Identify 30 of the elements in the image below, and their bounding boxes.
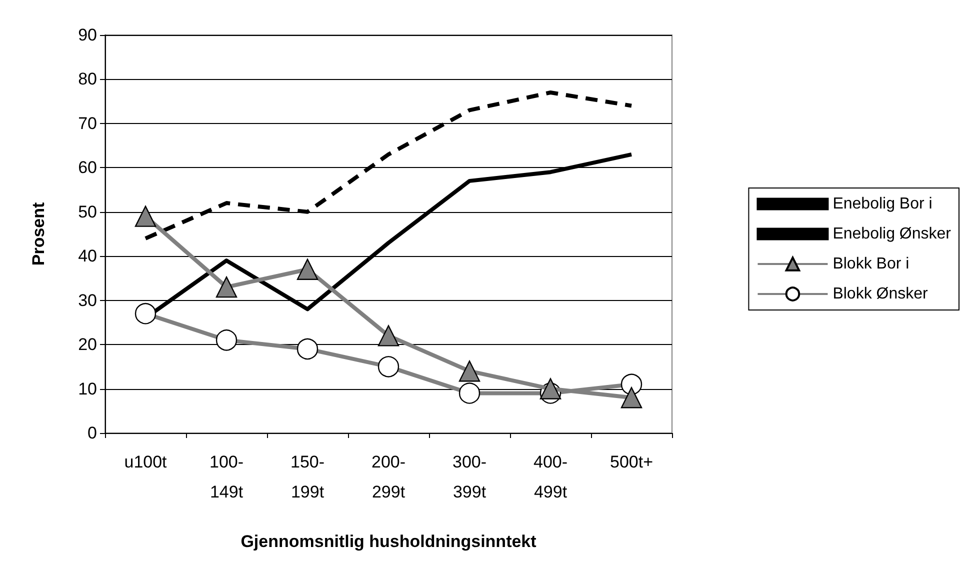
y-tick-label: 10: [78, 379, 97, 398]
legend-label: Blokk Ønsker: [832, 286, 929, 302]
y-axis-title: Prosent: [29, 202, 48, 266]
point: [620, 387, 642, 408]
x-tick-label: u100t: [124, 452, 168, 472]
x-tick-label: 100- 149t: [209, 452, 244, 502]
y-tick-label: 20: [78, 335, 97, 354]
point: [296, 258, 318, 280]
point: [378, 325, 400, 346]
x-tick-label: 300- 399t: [452, 452, 487, 502]
x-tick-label: 200- 299t: [371, 452, 406, 502]
point: [134, 206, 156, 227]
y-tick-label: 40: [78, 246, 97, 266]
y-tick-label: 70: [78, 114, 97, 133]
point: [540, 378, 562, 400]
y-tick-label: 80: [78, 70, 97, 89]
y-tick-label: 0: [88, 424, 97, 442]
legend-label: Enebolig Bor i: [832, 196, 932, 212]
x-tick-label: 500t+: [610, 452, 654, 472]
x-tick-label: 400- 499t: [533, 452, 568, 502]
y-tick-label: 50: [78, 202, 97, 222]
point: [216, 276, 238, 298]
x-tick-label: 150- 199t: [290, 452, 325, 502]
y-tick-label: 30: [78, 290, 97, 310]
legend-label: Enebolig Ønsker: [832, 226, 952, 242]
point: [458, 360, 480, 382]
y-tick-label: 60: [78, 158, 97, 178]
y-tick-label: 90: [78, 26, 97, 44]
legend-label: Blokk Bor i: [832, 256, 910, 272]
x-axis-title: Gjennomsnitlig husholdningsinntekt: [240, 532, 537, 551]
